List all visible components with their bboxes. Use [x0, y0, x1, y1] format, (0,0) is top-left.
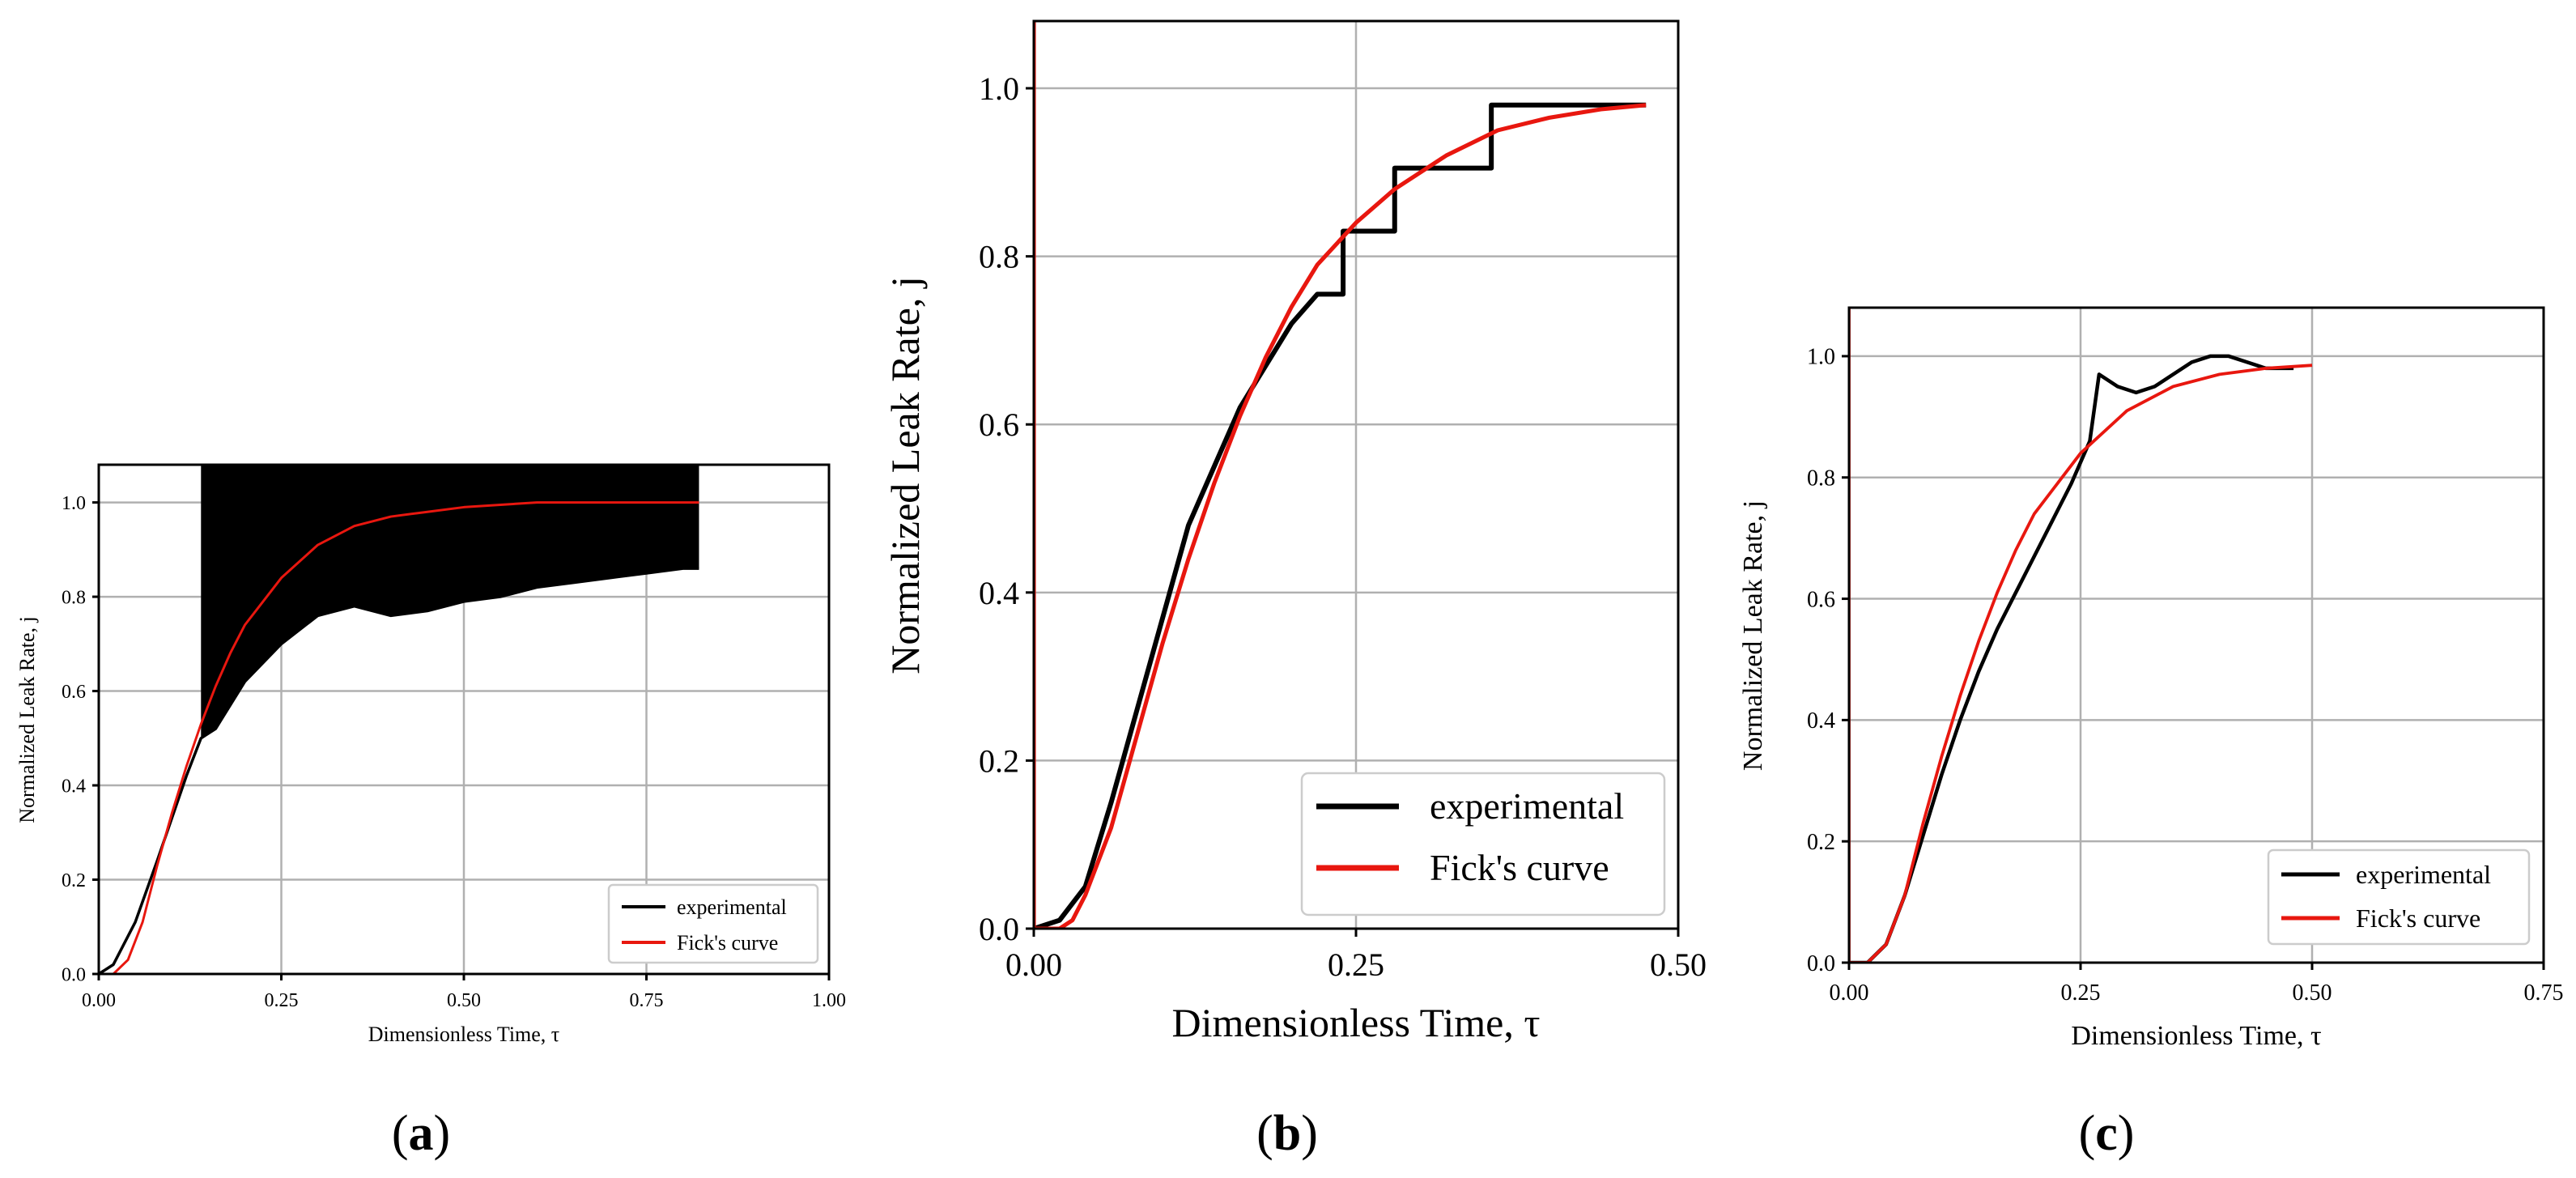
panel-a-xtick-label-4: 1.00 [812, 990, 846, 1011]
panel-c-ylabel: Normalized Leak Rate, j [1738, 500, 1768, 771]
panel-a-legend-label-experimental: experimental [677, 895, 787, 919]
panel-c-legend: experimental Fick's curve [2267, 848, 2531, 946]
panel-a-plot [99, 465, 699, 974]
panel-c-label-letter: c [2095, 1106, 2118, 1161]
panel-b-ytick-label-1: 0.2 [979, 742, 1019, 779]
panel-c-label: (c) [2079, 1106, 2135, 1161]
panel-b-legend-label-experimental: experimental [1430, 785, 1624, 827]
panel-a-ytick-label-1: 0.2 [62, 870, 86, 891]
panel-b-xlabel: Dimensionless Time, τ [1172, 1000, 1541, 1045]
panel-b-legend-label-fick: Fick's curve [1430, 847, 1609, 888]
panel-b-xtick-label-1: 0.25 [1328, 946, 1384, 983]
panel-c-ytick-label-0: 0.0 [1807, 951, 1835, 976]
panel-c-xlabel: Dimensionless Time, τ [2071, 1021, 2321, 1051]
panel-b-fick-line [1034, 21, 1647, 929]
panel-a-fick-line [99, 465, 699, 974]
panel-c-xtick-label-1: 0.25 [2061, 980, 2101, 1006]
panel-c-plot [1849, 308, 2313, 963]
panel-c-axes-frame [1847, 306, 2545, 964]
panel-c-ytick-label-4: 0.8 [1807, 466, 1835, 491]
panel-a-xtick-label-0: 0.00 [82, 990, 116, 1011]
panel-b-experimental-line [1034, 102, 1647, 929]
panel-b-ticks: 0.00 0.25 0.50 0.0 0.2 0.4 0.6 0.8 1.0 [979, 70, 1707, 983]
panel-b-xtick-label-2: 0.50 [1650, 946, 1707, 983]
panel-a: 0.00 0.25 0.50 0.75 1.00 0.0 0.2 0.4 0.6 0.8 1.0 D… [15, 463, 846, 1161]
panel-b-legend: experimental Fick's curve [1300, 772, 1666, 916]
panel-c: 0.00 0.25 0.50 0.75 0.0 0.2 0.4 0.6 0.8 1.0 Dimen… [1738, 306, 2564, 1161]
panel-b-plot [1034, 21, 1647, 929]
panel-b-ytick-label-0: 0.0 [979, 911, 1019, 947]
panel-c-xtick-label-2: 0.50 [2293, 980, 2332, 1006]
panel-b-xtick-label-0: 0.00 [1005, 946, 1062, 983]
panel-a-ticks: 0.00 0.25 0.50 0.75 1.00 0.0 0.2 0.4 0.6 0.8 1.0 [62, 493, 846, 1011]
panel-c-ytick-label-1: 0.2 [1807, 830, 1835, 855]
panel-b: 0.00 0.25 0.50 0.0 0.2 0.4 0.6 0.8 1.0 Dimension… [882, 19, 1707, 1161]
panel-a-xtick-label-3: 0.75 [630, 990, 664, 1011]
panel-a-legend-label-fick: Fick's curve [677, 931, 778, 955]
panel-b-ytick-label-2: 0.4 [979, 575, 1019, 611]
panel-c-legend-label-experimental: experimental [2356, 860, 2491, 889]
panel-b-ytick-label-4: 0.8 [979, 239, 1019, 275]
panel-c-xtick-label-0: 0.00 [1830, 980, 1869, 1006]
panel-a-label: (a) [392, 1106, 450, 1161]
panel-a-xtick-label-1: 0.25 [265, 990, 299, 1011]
panel-a-legend: experimental Fick's curve [607, 883, 819, 964]
panel-a-experimental-band [201, 465, 699, 738]
panel-a-ytick-label-0: 0.0 [62, 964, 86, 985]
panel-b-ytick-label-3: 0.6 [979, 406, 1019, 443]
panel-b-ylabel: Normalized Leak Rate, j [882, 276, 928, 674]
panel-b-label-letter: b [1273, 1106, 1301, 1161]
panel-b-label: (b) [1256, 1106, 1318, 1161]
panel-a-ytick-label-5: 1.0 [62, 493, 86, 514]
panel-a-xtick-label-2: 0.50 [447, 990, 481, 1011]
panel-c-legend-label-fick: Fick's curve [2356, 904, 2480, 933]
panel-a-ytick-label-4: 0.8 [62, 587, 86, 608]
panel-c-ticks: 0.00 0.25 0.50 0.75 0.0 0.2 0.4 0.6 0.8 1.0 [1807, 345, 2564, 1006]
panel-a-ytick-label-3: 0.6 [62, 682, 86, 703]
panel-c-fick-line [1849, 308, 2313, 963]
panel-c-xtick-label-3: 0.75 [2524, 980, 2564, 1006]
panel-c-ytick-label-3: 0.6 [1807, 587, 1835, 612]
panel-c-ytick-label-5: 1.0 [1807, 345, 1835, 370]
panel-b-ytick-label-5: 1.0 [979, 70, 1019, 107]
panel-a-ytick-label-2: 0.4 [62, 776, 86, 797]
panel-c-experimental-line [1849, 354, 2294, 963]
panel-c-ytick-label-2: 0.4 [1807, 708, 1835, 734]
panel-a-ylabel: Normalized Leak Rate, j [15, 616, 39, 823]
panel-a-label-letter: a [409, 1106, 434, 1161]
panel-a-xlabel: Dimensionless Time, τ [368, 1023, 560, 1046]
